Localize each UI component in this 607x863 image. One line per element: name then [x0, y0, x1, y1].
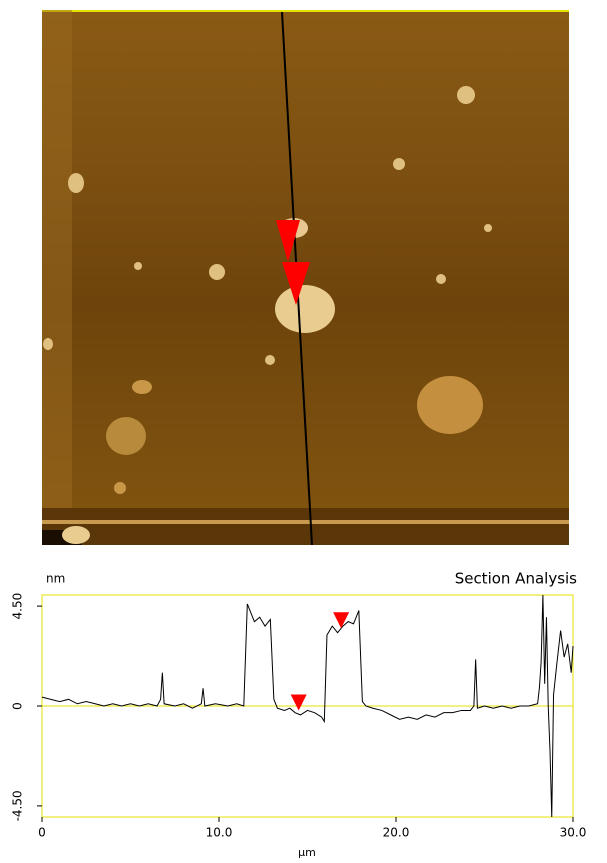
x-tick-label: 0	[38, 826, 46, 840]
chart-title: Section Analysis	[455, 570, 577, 588]
cursor-marker	[290, 694, 307, 711]
y-tick-label: 4.50	[11, 593, 25, 620]
x-tick-label: 30.0	[560, 826, 587, 840]
y-tick-label: 0	[11, 702, 25, 710]
x-tick-label: 10.0	[206, 826, 233, 840]
profile-line	[41, 594, 574, 818]
afm-image	[42, 10, 569, 546]
x-axis-label: µm	[298, 846, 316, 859]
cursor-marker	[333, 612, 350, 629]
y-axis-label: nm	[46, 572, 65, 586]
x-tick-label: 20.0	[383, 826, 410, 840]
y-tick-label: -4.50	[11, 790, 25, 821]
